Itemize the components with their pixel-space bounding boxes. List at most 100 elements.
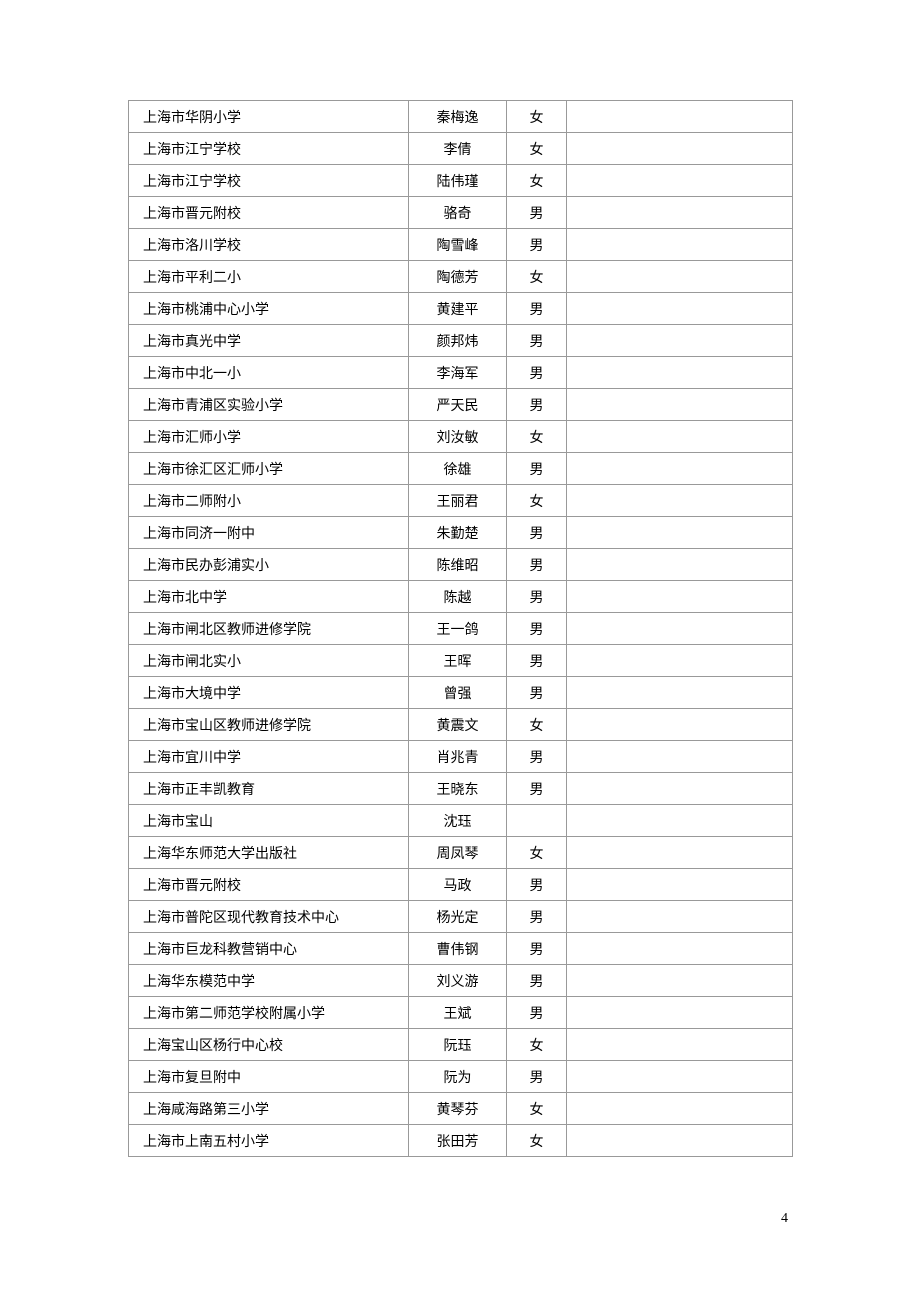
school-cell: 上海市真光中学 [129, 325, 409, 357]
name-cell: 黄震文 [409, 709, 507, 741]
name-cell: 黄建平 [409, 293, 507, 325]
table-row: 上海市民办彭浦实小陈维昭男 [129, 549, 793, 581]
table-row: 上海市闸北区教师进修学院王一鸽男 [129, 613, 793, 645]
extra-cell [567, 517, 793, 549]
gender-cell: 男 [507, 453, 567, 485]
name-cell: 陆伟瑾 [409, 165, 507, 197]
school-cell: 上海市同济一附中 [129, 517, 409, 549]
table-row: 上海市复旦附中阮为男 [129, 1061, 793, 1093]
name-cell: 马政 [409, 869, 507, 901]
gender-cell: 女 [507, 1125, 567, 1157]
school-cell: 上海市二师附小 [129, 485, 409, 517]
school-cell: 上海市桃浦中心小学 [129, 293, 409, 325]
extra-cell [567, 325, 793, 357]
name-cell: 阮珏 [409, 1029, 507, 1061]
school-cell: 上海市晋元附校 [129, 869, 409, 901]
table-row: 上海市巨龙科教营销中心曹伟钢男 [129, 933, 793, 965]
gender-cell: 女 [507, 837, 567, 869]
extra-cell [567, 133, 793, 165]
extra-cell [567, 293, 793, 325]
gender-cell: 女 [507, 1029, 567, 1061]
school-cell: 上海市宜川中学 [129, 741, 409, 773]
gender-cell: 女 [507, 421, 567, 453]
school-cell: 上海市第二师范学校附属小学 [129, 997, 409, 1029]
extra-cell [567, 357, 793, 389]
name-cell: 李海军 [409, 357, 507, 389]
extra-cell [567, 741, 793, 773]
table-row: 上海市二师附小王丽君女 [129, 485, 793, 517]
name-cell: 阮为 [409, 1061, 507, 1093]
name-cell: 沈珏 [409, 805, 507, 837]
name-cell: 王晖 [409, 645, 507, 677]
gender-cell: 男 [507, 773, 567, 805]
extra-cell [567, 1093, 793, 1125]
name-cell: 颜邦炜 [409, 325, 507, 357]
gender-cell: 男 [507, 229, 567, 261]
table-row: 上海市徐汇区汇师小学徐雄男 [129, 453, 793, 485]
school-cell: 上海市宝山区教师进修学院 [129, 709, 409, 741]
school-cell: 上海市洛川学校 [129, 229, 409, 261]
extra-cell [567, 613, 793, 645]
school-cell: 上海咸海路第三小学 [129, 1093, 409, 1125]
gender-cell: 男 [507, 197, 567, 229]
school-cell: 上海市平利二小 [129, 261, 409, 293]
table-row: 上海市上南五村小学张田芳女 [129, 1125, 793, 1157]
table-row: 上海市宝山沈珏 [129, 805, 793, 837]
extra-cell [567, 581, 793, 613]
table-row: 上海市第二师范学校附属小学王斌男 [129, 997, 793, 1029]
table-row: 上海市华阴小学秦梅逸女 [129, 101, 793, 133]
name-cell: 王晓东 [409, 773, 507, 805]
gender-cell: 女 [507, 1093, 567, 1125]
extra-cell [567, 773, 793, 805]
extra-cell [567, 549, 793, 581]
school-cell: 上海华东师范大学出版社 [129, 837, 409, 869]
gender-cell: 男 [507, 581, 567, 613]
gender-cell: 女 [507, 709, 567, 741]
name-cell: 王丽君 [409, 485, 507, 517]
name-cell: 曾强 [409, 677, 507, 709]
name-cell: 刘汝敏 [409, 421, 507, 453]
name-cell: 陈越 [409, 581, 507, 613]
school-cell: 上海市汇师小学 [129, 421, 409, 453]
table-row: 上海市桃浦中心小学黄建平男 [129, 293, 793, 325]
school-cell: 上海市晋元附校 [129, 197, 409, 229]
page-number: 4 [781, 1211, 788, 1227]
extra-cell [567, 421, 793, 453]
name-cell: 陶雪峰 [409, 229, 507, 261]
table-row: 上海市汇师小学刘汝敏女 [129, 421, 793, 453]
school-cell: 上海市宝山 [129, 805, 409, 837]
table-row: 上海咸海路第三小学黄琴芬女 [129, 1093, 793, 1125]
extra-cell [567, 805, 793, 837]
extra-cell [567, 485, 793, 517]
gender-cell: 男 [507, 645, 567, 677]
extra-cell [567, 965, 793, 997]
table-row: 上海市宜川中学肖兆青男 [129, 741, 793, 773]
table-row: 上海市普陀区现代教育技术中心杨光定男 [129, 901, 793, 933]
extra-cell [567, 869, 793, 901]
name-cell: 徐雄 [409, 453, 507, 485]
table-row: 上海市青浦区实验小学严天民男 [129, 389, 793, 421]
gender-cell: 男 [507, 293, 567, 325]
extra-cell [567, 197, 793, 229]
gender-cell: 女 [507, 133, 567, 165]
extra-cell [567, 229, 793, 261]
gender-cell: 男 [507, 741, 567, 773]
table-row: 上海市真光中学颜邦炜男 [129, 325, 793, 357]
name-cell: 李倩 [409, 133, 507, 165]
gender-cell: 男 [507, 389, 567, 421]
table-row: 上海华东师范大学出版社周凤琴女 [129, 837, 793, 869]
extra-cell [567, 1061, 793, 1093]
table-row: 上海市平利二小陶德芳女 [129, 261, 793, 293]
extra-cell [567, 453, 793, 485]
table-row: 上海华东模范中学刘义游男 [129, 965, 793, 997]
gender-cell: 男 [507, 357, 567, 389]
extra-cell [567, 1029, 793, 1061]
school-cell: 上海市华阴小学 [129, 101, 409, 133]
roster-table: 上海市华阴小学秦梅逸女上海市江宁学校李倩女上海市江宁学校陆伟瑾女上海市晋元附校骆… [128, 100, 793, 1157]
extra-cell [567, 101, 793, 133]
gender-cell: 男 [507, 965, 567, 997]
extra-cell [567, 901, 793, 933]
table-row: 上海市洛川学校陶雪峰男 [129, 229, 793, 261]
school-cell: 上海市普陀区现代教育技术中心 [129, 901, 409, 933]
table-row: 上海市正丰凯教育王晓东男 [129, 773, 793, 805]
